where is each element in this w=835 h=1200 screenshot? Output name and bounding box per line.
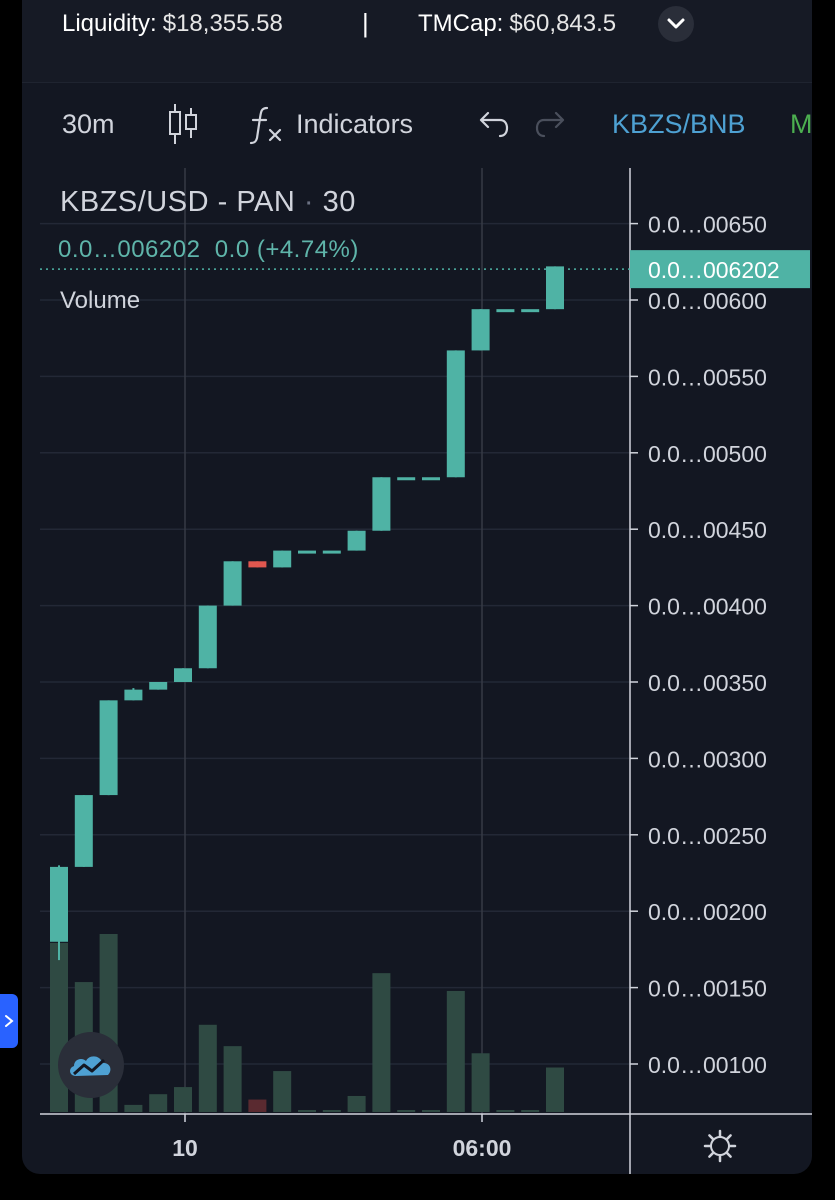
- tradingview-cloud-icon: [70, 1056, 111, 1076]
- gear-tooth: [708, 1151, 715, 1158]
- candle[interactable]: [50, 866, 68, 942]
- candle[interactable]: [322, 550, 341, 554]
- volume-bar[interactable]: [273, 1071, 292, 1112]
- candle[interactable]: [124, 689, 143, 701]
- candle[interactable]: [446, 350, 465, 478]
- volume-bar[interactable]: [198, 1024, 217, 1112]
- legend-interval: 30: [322, 186, 356, 218]
- price-axis-label: 0.0…00600: [648, 288, 767, 314]
- candles-icon: [169, 104, 197, 144]
- candle[interactable]: [198, 605, 217, 669]
- legend-last-price: 0.0…006202: [58, 236, 201, 263]
- candle[interactable]: [546, 266, 564, 310]
- open-sidebar-button[interactable]: [0, 994, 18, 1048]
- volume-bar[interactable]: [446, 990, 465, 1112]
- legend-dot: ·: [303, 186, 315, 218]
- candle[interactable]: [422, 477, 440, 481]
- volume-bar[interactable]: [298, 1110, 316, 1112]
- volume-bar[interactable]: [397, 1110, 416, 1112]
- candle[interactable]: [347, 530, 366, 551]
- pair-selector-next[interactable]: M: [790, 108, 812, 139]
- liquidity-value: $18,355.58: [162, 10, 283, 37]
- volume-bar[interactable]: [223, 1046, 242, 1112]
- legend-price: 0.0…006202 0.0 (+4.74%): [58, 236, 359, 264]
- candle[interactable]: [496, 309, 515, 313]
- volume-bar[interactable]: [149, 1094, 168, 1112]
- candle[interactable]: [372, 477, 391, 531]
- tmcap-value: $60,843.5: [509, 10, 617, 37]
- candle[interactable]: [397, 477, 416, 481]
- stats-separator: |: [362, 8, 369, 38]
- time-axis-label: 06:00: [453, 1135, 512, 1161]
- price-axis-label: 0.0…00350: [648, 670, 767, 696]
- volume-bar[interactable]: [496, 1110, 515, 1112]
- price-axis-label: 0.0…00500: [648, 441, 767, 467]
- legend-exchange: PAN: [236, 186, 296, 218]
- chart-card: Liquidity: $18,355.58 | TMCap: $60,843.5 3…: [22, 0, 812, 1174]
- undo-icon: [479, 111, 509, 138]
- legend-title: KBZS/USD - PAN · 30: [60, 186, 356, 219]
- legend-symbol: KBZS/USD: [60, 186, 210, 218]
- token-stats-bar: Liquidity: $18,355.58 | TMCap: $60,843.5: [22, 0, 812, 83]
- tmcap-label: TMCap:: [418, 10, 504, 37]
- price-axis-label: 0.0…00250: [648, 823, 767, 849]
- price-axis-label: 0.0…00450: [648, 517, 767, 543]
- function-icon: [249, 106, 282, 145]
- candle[interactable]: [521, 309, 540, 313]
- chart-type-button[interactable]: [166, 96, 200, 152]
- candle[interactable]: [248, 561, 267, 568]
- price-axis-label: 0.0…00100: [648, 1052, 767, 1078]
- legend-volume-label: Volume: [60, 287, 141, 314]
- chevron-right-icon: [5, 1015, 14, 1027]
- price-axis-label: 0.0…00150: [648, 976, 767, 1002]
- price-axis-label: 0.0…00400: [648, 594, 767, 620]
- chevron-down-icon: [667, 18, 685, 29]
- price-axis-label: 0.0…00300: [648, 746, 767, 772]
- liquidity-stat: Liquidity: $18,355.58: [62, 10, 283, 38]
- indicators-button[interactable]: Indicators: [248, 96, 413, 152]
- candle[interactable]: [273, 550, 292, 568]
- redo-icon: [535, 111, 565, 138]
- volume-bar[interactable]: [322, 1110, 341, 1112]
- price-chart[interactable]: 0.0…00650 0.0…00600 0.0…00550 0.0…00500 0.0……: [22, 0, 812, 1174]
- liquidity-label: Liquidity:: [62, 10, 157, 37]
- candle[interactable]: [99, 700, 118, 796]
- volume-bar[interactable]: [471, 1053, 490, 1112]
- candle[interactable]: [74, 795, 93, 867]
- redo-button[interactable]: [534, 96, 570, 152]
- gear-tooth: [708, 1134, 715, 1141]
- candle[interactable]: [223, 561, 242, 606]
- volume-bar[interactable]: [347, 1095, 366, 1112]
- volume-bar[interactable]: [124, 1104, 143, 1112]
- undo-button[interactable]: [474, 96, 510, 152]
- interval-button[interactable]: 30m: [62, 108, 115, 139]
- chart-toolbar: 30m Indicators: [22, 96, 812, 152]
- indicators-label: Indicators: [296, 108, 414, 139]
- settings-gear-icon[interactable]: [703, 1129, 737, 1163]
- volume-bar[interactable]: [546, 1067, 564, 1113]
- legend-dash: -: [217, 186, 228, 218]
- price-axis-label: 0.0…00550: [648, 364, 767, 390]
- expand-stats-button[interactable]: [658, 6, 694, 42]
- gear-tooth: [725, 1151, 732, 1158]
- candle[interactable]: [149, 682, 168, 690]
- last-price-tag: [630, 250, 810, 289]
- pair-selector-kbzs-bnb[interactable]: KBZS/BNB: [612, 108, 746, 139]
- volume-bar[interactable]: [248, 1099, 267, 1112]
- volume-bar[interactable]: [372, 973, 391, 1112]
- candle[interactable]: [174, 668, 192, 682]
- tradingview-logo-button[interactable]: [58, 1032, 124, 1098]
- volume-bar[interactable]: [422, 1110, 440, 1112]
- gear-tooth: [725, 1134, 732, 1141]
- volume-bar[interactable]: [521, 1110, 540, 1112]
- legend-change: 0.0 (+4.74%): [214, 236, 359, 263]
- volume-bar[interactable]: [174, 1087, 192, 1112]
- tmcap-stat: TMCap: $60,843.5: [418, 10, 616, 38]
- price-axis-label: 0.0…00650: [648, 212, 767, 238]
- candle[interactable]: [298, 550, 316, 554]
- candle[interactable]: [471, 309, 490, 351]
- last-price-tag-label: 0.0…006202: [648, 257, 780, 283]
- price-axis-label: 0.0…00200: [648, 899, 767, 925]
- time-axis-label: 10: [172, 1135, 198, 1161]
